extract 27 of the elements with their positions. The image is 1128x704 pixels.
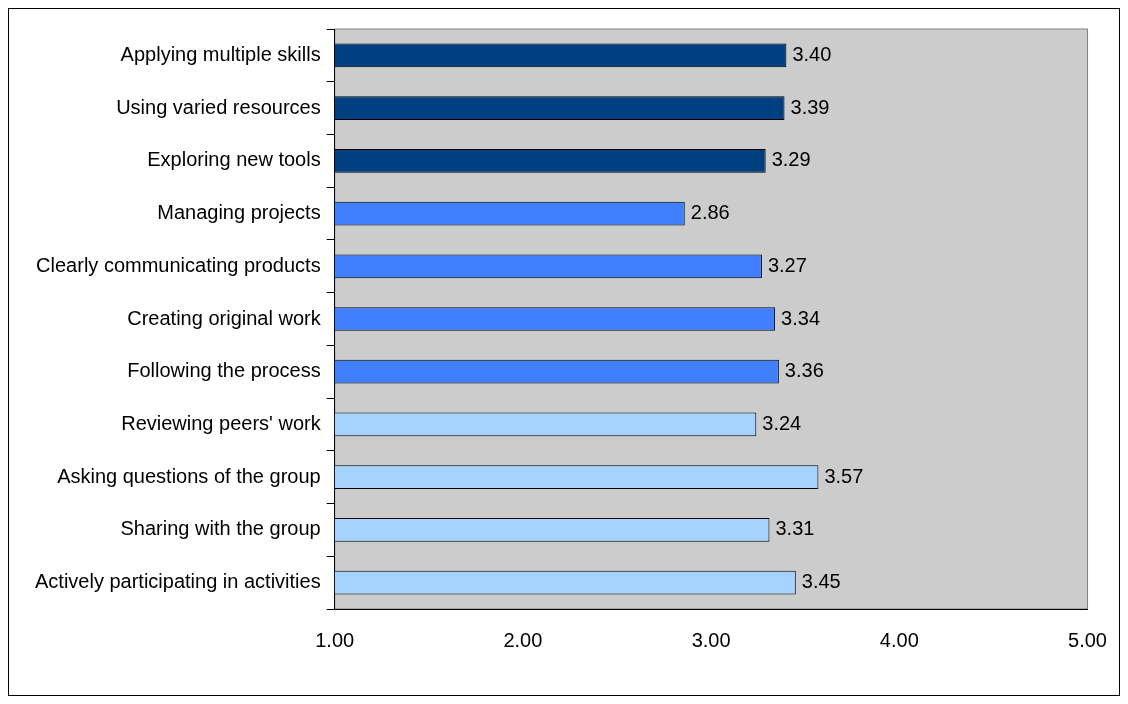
x-tick-label: 1.00 xyxy=(315,628,355,651)
data-label: 2.86 xyxy=(690,201,730,224)
y-tick-label: Sharing with the group xyxy=(120,517,321,540)
x-tick-label: 3.00 xyxy=(691,628,731,651)
data-label: 3.39 xyxy=(790,95,830,118)
y-tick-label: Asking questions of the group xyxy=(57,464,321,487)
y-tick-label: Actively participating in activities xyxy=(34,570,321,593)
x-tick-label: 5.00 xyxy=(1068,628,1108,651)
data-label: 3.34 xyxy=(781,306,821,329)
data-label: 3.40 xyxy=(792,42,832,65)
data-label: 3.29 xyxy=(771,148,811,171)
data-label: 3.57 xyxy=(824,464,864,487)
y-tick-label: Following the process xyxy=(127,359,321,382)
y-tick-label: Applying multiple skills xyxy=(120,42,321,65)
y-tick-label: Creating original work xyxy=(127,306,322,329)
data-label: 3.45 xyxy=(801,570,841,593)
x-tick-label: 2.00 xyxy=(503,628,543,651)
data-label: 3.27 xyxy=(767,253,807,276)
data-label: 3.31 xyxy=(775,517,815,540)
x-tick-label: 4.00 xyxy=(879,628,919,651)
y-tick-label: Reviewing peers' work xyxy=(121,411,322,434)
y-tick-label: Exploring new tools xyxy=(147,148,321,171)
y-tick-label: Clearly communicating products xyxy=(36,253,321,276)
data-label: 3.36 xyxy=(784,359,824,382)
y-tick-label: Using varied resources xyxy=(116,95,321,118)
y-tick-label: Managing projects xyxy=(157,201,321,224)
data-label: 3.24 xyxy=(762,411,802,434)
